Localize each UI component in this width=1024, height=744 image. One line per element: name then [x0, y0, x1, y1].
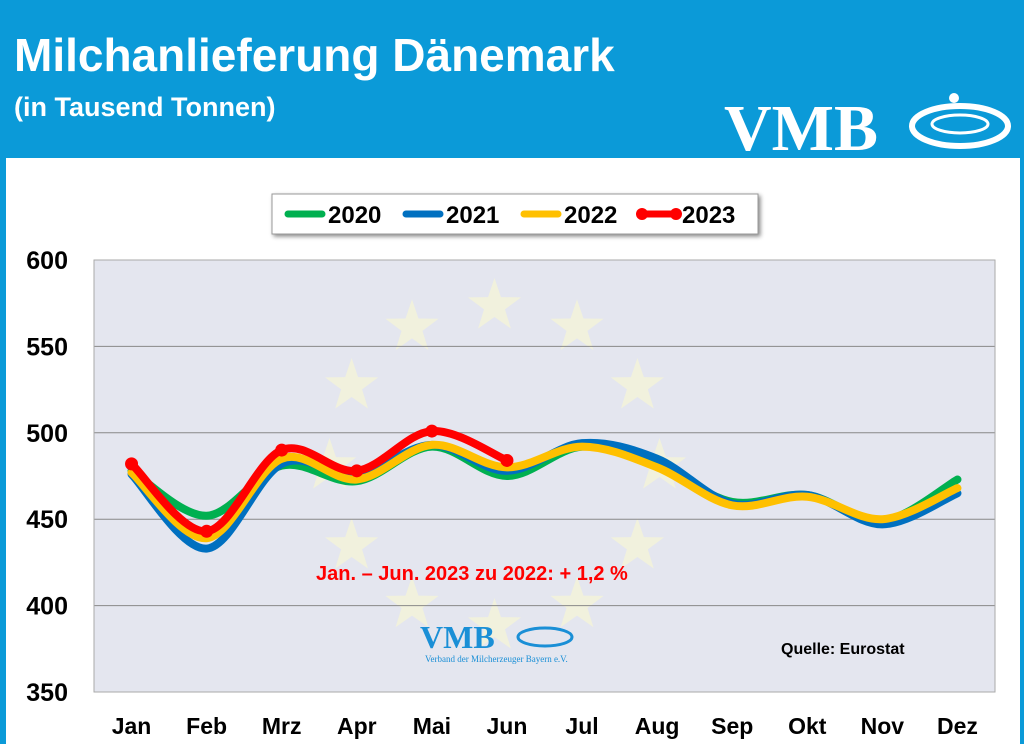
x-tick-label: Jan	[112, 713, 152, 739]
y-tick-label: 500	[26, 420, 68, 448]
x-tick-label: Sep	[711, 713, 753, 739]
vmb-logo: VMB	[724, 92, 1011, 158]
x-tick-label: Aug	[635, 713, 680, 739]
eu-star-icon	[385, 576, 439, 628]
data-point-2023	[200, 524, 214, 538]
annotation: Jan. – Jun. 2023 zu 2022: + 1,2 %	[316, 563, 628, 585]
svg-text:VMB: VMB	[724, 92, 878, 158]
data-point-2023	[500, 453, 514, 467]
legend-label: 2022	[564, 202, 617, 229]
x-tick-label: Feb	[186, 713, 227, 739]
page-subtitle: (in Tausend Tonnen)	[14, 92, 276, 122]
eu-star-icon	[467, 278, 522, 329]
data-point-2023	[425, 424, 439, 438]
legend-label: 2023	[682, 202, 735, 229]
eu-star-icon	[610, 358, 665, 409]
y-tick-label: 450	[26, 506, 68, 534]
legend-item-2023: 2023	[636, 202, 735, 229]
y-tick-label: 550	[26, 333, 68, 361]
legend-item-2022: 2022	[520, 202, 617, 229]
legend-label: 2020	[328, 202, 381, 229]
y-tick-label: 350	[26, 679, 68, 707]
eu-star-icon	[610, 518, 665, 569]
series-line-2022	[127, 440, 962, 543]
data-point-2023	[125, 457, 139, 471]
eu-star-icon	[324, 358, 379, 409]
eu-star-icon	[385, 299, 439, 351]
data-point-2023	[350, 464, 364, 478]
x-tick-label: Nov	[861, 713, 905, 739]
x-tick-label: Mai	[413, 713, 451, 739]
plot-border	[93, 259, 996, 693]
x-tick-label: Apr	[337, 713, 377, 739]
y-tick-label: 400	[26, 593, 68, 621]
x-tick-label: Okt	[788, 713, 827, 739]
eu-star-icon	[324, 518, 379, 569]
source-label: Quelle: Eurostat	[781, 641, 905, 658]
data-point-2023	[275, 443, 289, 457]
x-tick-label: Mrz	[262, 713, 302, 739]
legend-label: 2021	[446, 202, 499, 229]
chart-panel: 350 400 450 500 550 600 Jan Feb Mrz Apr Mai Jun Jul A…	[6, 158, 1020, 744]
vmb-watermark-logo: VMB	[420, 619, 574, 655]
watermark-caption: Verband der Milcherzeuger Bayern e.V.	[425, 654, 568, 664]
eu-star-icon	[550, 299, 604, 351]
legend-item-2020: 2020	[284, 202, 381, 229]
x-tick-label: Jun	[487, 713, 528, 739]
y-tick-label: 600	[26, 247, 68, 275]
legend: 2020 2021 2022 2023	[271, 193, 759, 235]
eu-star-icon	[550, 576, 604, 628]
x-tick-label: Dez	[937, 713, 978, 739]
legend-item-2021: 2021	[402, 202, 499, 229]
page-title: Milchanlieferung Dänemark	[14, 29, 615, 81]
plot-area	[94, 260, 995, 692]
svg-text:VMB: VMB	[420, 619, 495, 655]
line-chart: 350 400 450 500 550 600 Jan Feb Mrz Apr Mai Jun Jul A…	[26, 193, 996, 739]
x-tick-label: Jul	[565, 713, 598, 739]
eu-star-icon	[467, 598, 522, 649]
